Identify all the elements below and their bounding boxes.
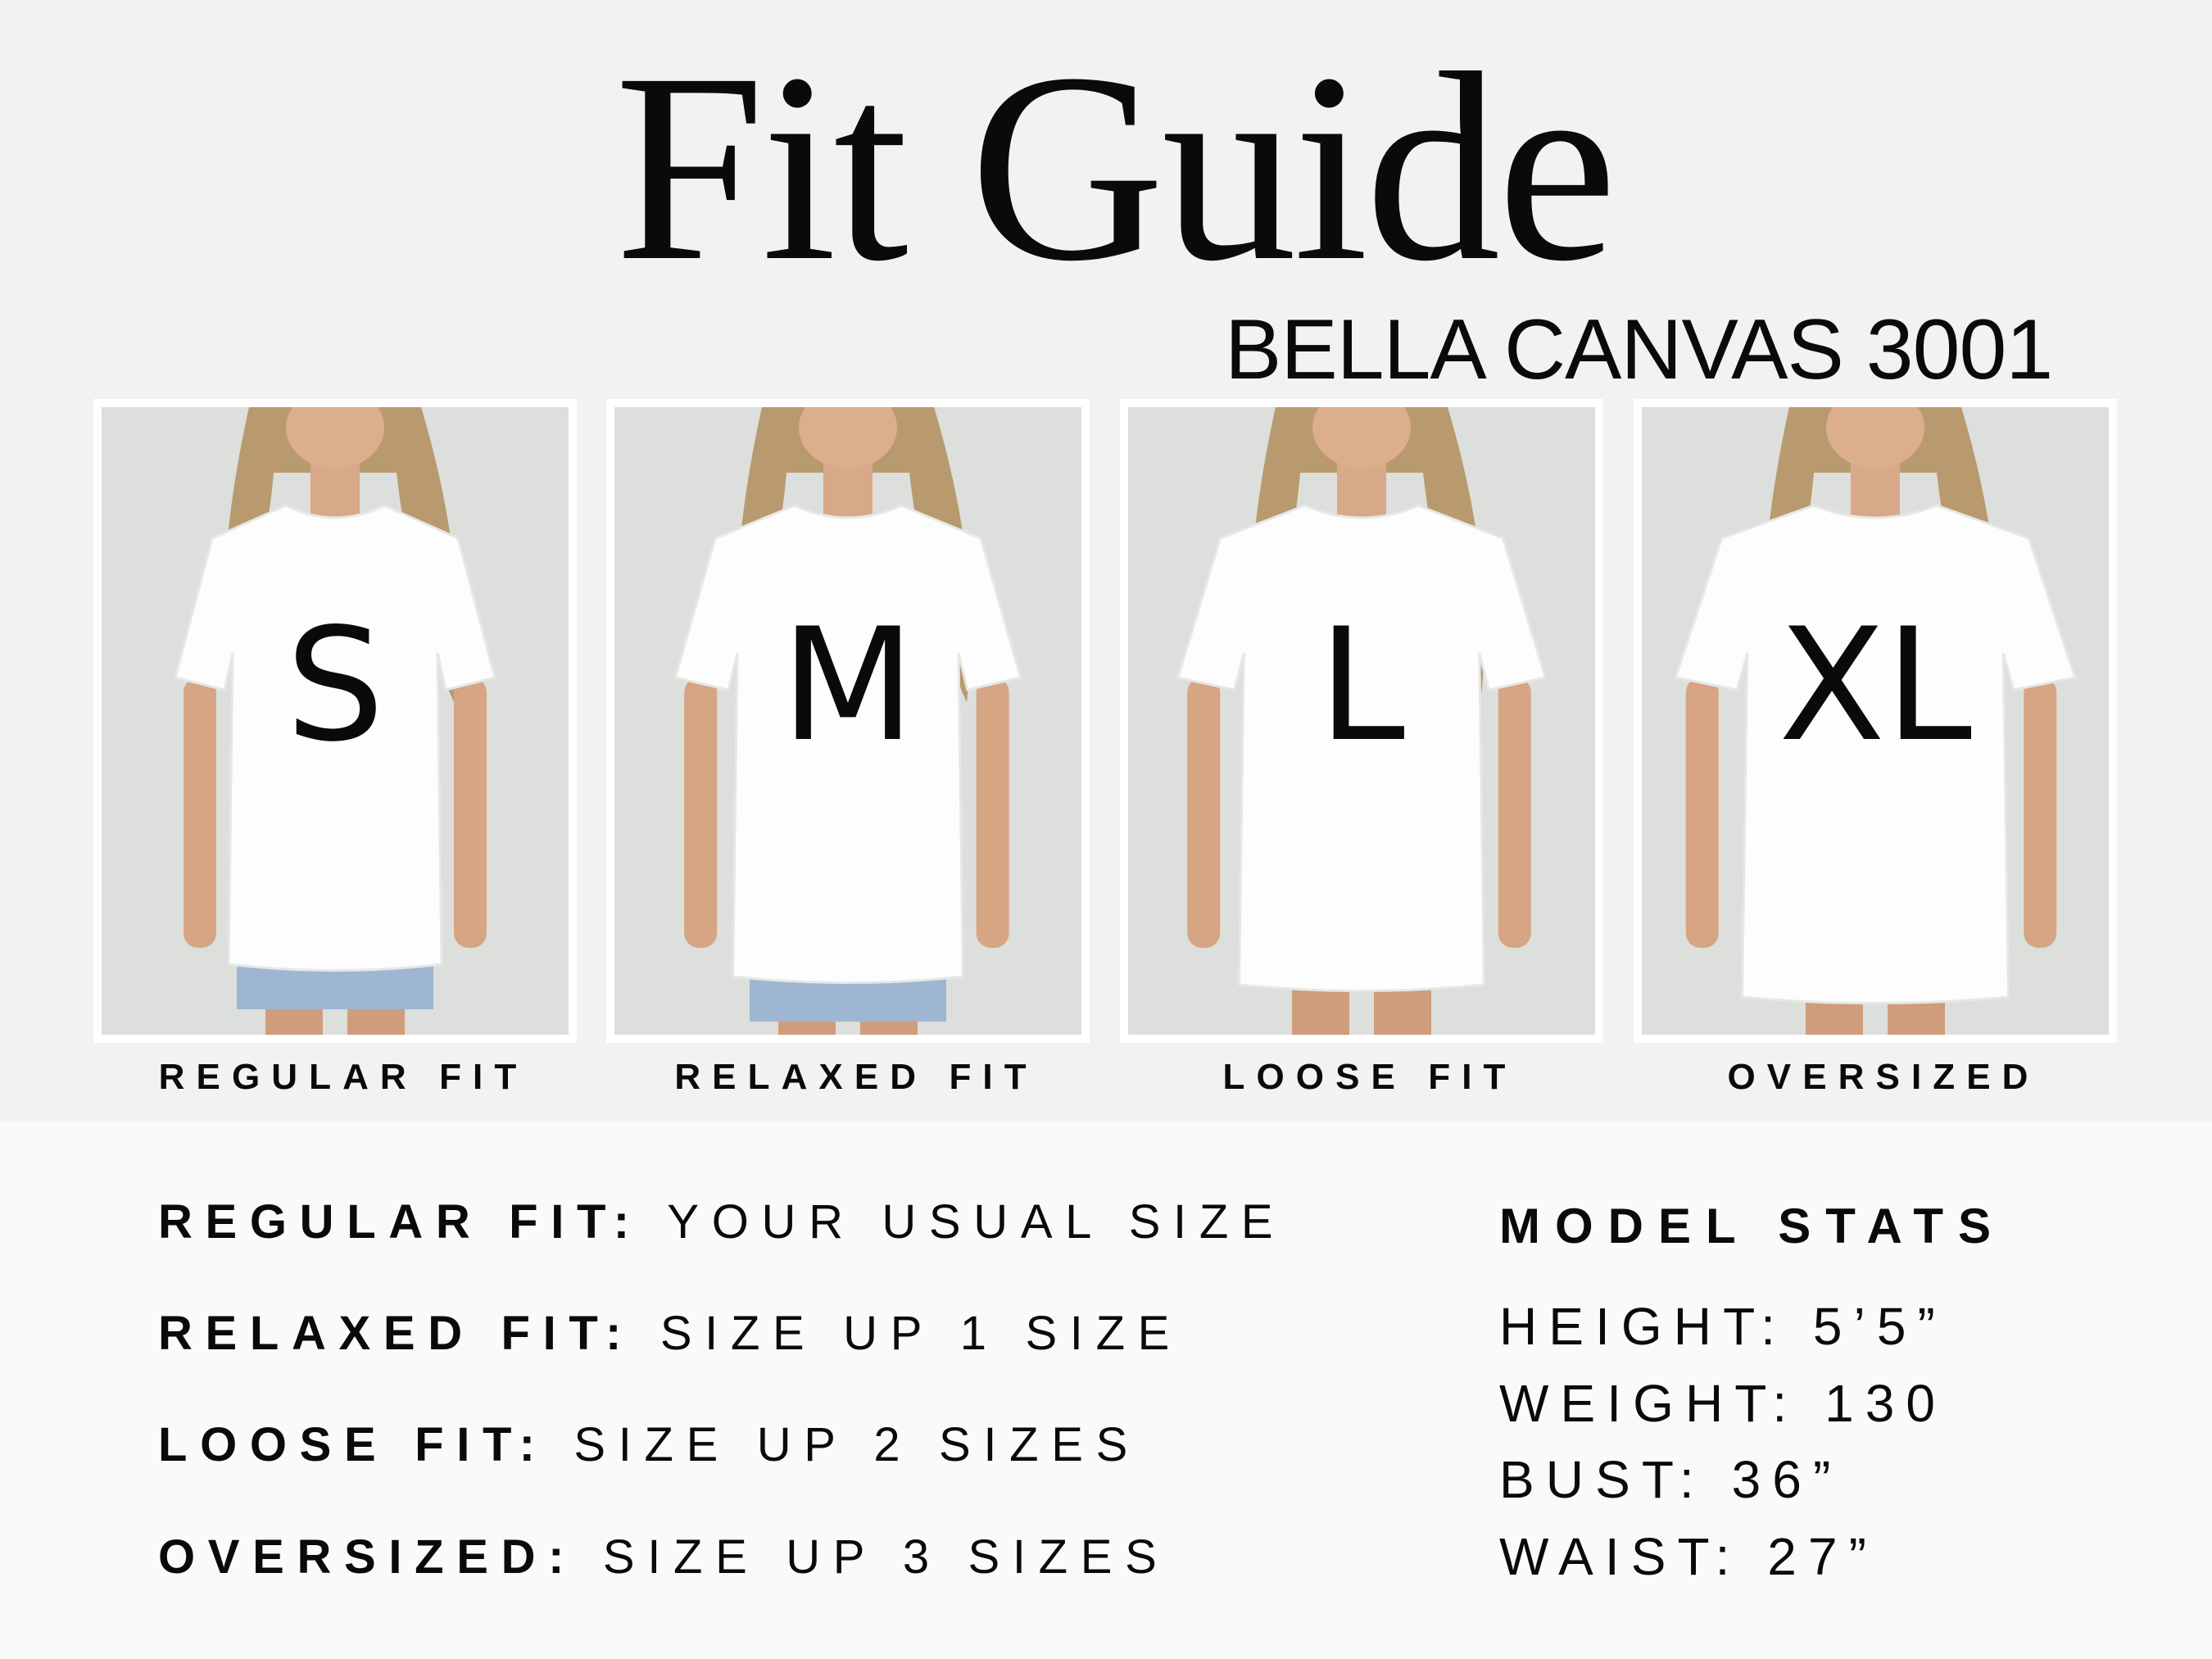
- fit-rule-term: LOOSE FIT:: [158, 1418, 548, 1471]
- info-section: [0, 1122, 2212, 1659]
- model-photo: [614, 407, 1081, 1035]
- fit-rule-desc: SIZE UP 3 SIZES: [602, 1530, 1170, 1584]
- size-letter: S: [285, 595, 385, 776]
- fit-rule: RELAXED FIT: SIZE UP 1 SIZE: [158, 1306, 1182, 1361]
- fit-rule: OVERSIZED: SIZE UP 3 SIZES: [158, 1530, 1169, 1584]
- face: [799, 407, 897, 469]
- fit-label: RELAXED FIT: [674, 1057, 1038, 1097]
- hair: [1249, 407, 1484, 702]
- model-stat: WAIST: 27”: [1499, 1527, 1879, 1586]
- fit-rule-desc: SIZE UP 2 SIZES: [573, 1418, 1140, 1471]
- hair: [223, 407, 458, 702]
- model-stat: HEIGHT: 5’5”: [1499, 1297, 1947, 1356]
- face: [1312, 407, 1411, 469]
- face: [1826, 407, 1924, 469]
- fit-label: LOOSE FIT: [1222, 1057, 1517, 1097]
- model-stat: WEIGHT: 130: [1499, 1374, 1947, 1433]
- size-letter: M: [781, 595, 915, 776]
- fit-label: REGULAR FIT: [158, 1057, 528, 1097]
- model-photo: [1128, 407, 1595, 1035]
- model-stat: BUST: 36”: [1499, 1450, 1843, 1509]
- fit-photo-large: L: [1120, 399, 1603, 1043]
- model-stats-title: MODEL STATS: [1499, 1199, 2006, 1253]
- fit-rule: REGULAR FIT: YOUR USUAL SIZE: [158, 1194, 1285, 1249]
- model-photo: [102, 407, 569, 1035]
- fit-rule-term: OVERSIZED:: [158, 1530, 578, 1584]
- tshirt: [1674, 504, 2077, 1004]
- fit-rule-desc: YOUR USUAL SIZE: [667, 1195, 1286, 1249]
- size-letter: XL: [1778, 595, 1972, 776]
- page-title: Fit Guide: [614, 18, 1617, 317]
- fit-photo-xlarge: XL: [1634, 399, 2117, 1043]
- size-letter: L: [1318, 595, 1405, 776]
- fit-rule-desc: SIZE UP 1 SIZE: [660, 1307, 1183, 1360]
- tshirt: [1176, 504, 1548, 992]
- fit-rule-term: REGULAR FIT:: [158, 1195, 642, 1249]
- fit-rule-term: RELAXED FIT:: [158, 1307, 635, 1360]
- fit-rule: LOOSE FIT: SIZE UP 2 SIZES: [158, 1417, 1140, 1472]
- fit-photo-medium: M: [606, 399, 1090, 1043]
- tshirt: [673, 504, 1022, 984]
- hair: [736, 407, 971, 702]
- fit-photo-small: S: [93, 399, 577, 1043]
- hair: [1763, 407, 1998, 702]
- model-photo: [1642, 407, 2109, 1035]
- product-subtitle: BELLA CANVAS 3001: [1225, 302, 2053, 397]
- face: [286, 407, 384, 469]
- fit-label: OVERSIZED: [1727, 1057, 2040, 1097]
- tshirt: [174, 504, 496, 972]
